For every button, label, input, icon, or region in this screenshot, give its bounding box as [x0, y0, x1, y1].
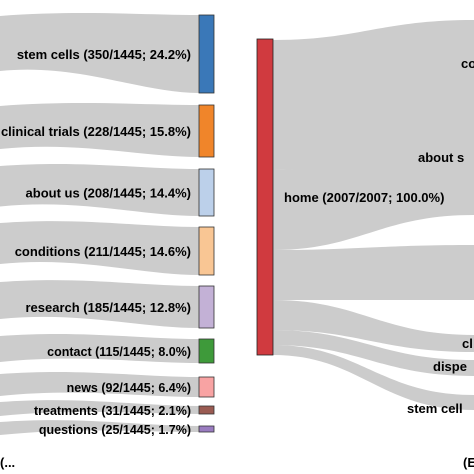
left-node-bar [198, 104, 215, 158]
links-left [0, 13, 199, 435]
right-label-1: co [461, 56, 474, 71]
left-node-label: research (185/1445; 12.8%) [25, 300, 191, 315]
right-label-3: cl [462, 336, 473, 351]
right-label-5: stem cell [407, 401, 463, 416]
left-node-bar [198, 376, 215, 398]
left-node-bar [198, 285, 215, 329]
left-node-label: treatments (31/1445; 2.1%) [34, 404, 191, 418]
left-node-bar [198, 425, 215, 433]
left-link-band [0, 371, 199, 397]
right-link-band [273, 345, 474, 410]
left-node-label: contact (115/1445; 8.0%) [47, 345, 191, 359]
left-link-band [0, 333, 199, 363]
links-right [273, 20, 474, 410]
left-link-band [0, 163, 199, 216]
left-node-bar [198, 226, 215, 276]
center-node-label: home (2007/2007; 100.0%) [284, 190, 444, 205]
footer-right-label: (E [463, 455, 474, 470]
right-label-4: dispe [433, 359, 467, 374]
left-node-bar [198, 405, 215, 415]
left-link-band [0, 400, 199, 416]
left-node-label: questions (25/1445; 1.7%) [39, 423, 191, 437]
left-link-band [0, 280, 199, 328]
left-node-label: conditions (211/1445; 14.6%) [15, 244, 191, 259]
left-node-label: clinical trials (228/1445; 15.8%) [1, 124, 191, 139]
left-node-label: about us (208/1445; 14.4%) [26, 186, 191, 201]
footer-left-label: (... [0, 455, 15, 470]
right-link-band [273, 120, 474, 250]
left-node-bar [198, 14, 215, 94]
left-node-label: news (92/1445; 6.4%) [67, 381, 191, 395]
right-link-band [273, 300, 474, 352]
left-link-band [0, 13, 199, 93]
right-label-2: about s [418, 150, 464, 165]
left-node-label: stem cells (350/1445; 24.2%) [17, 47, 191, 62]
left-node-bar [198, 168, 215, 217]
left-link-band [0, 221, 199, 275]
left-link-band [0, 103, 199, 157]
left-link-band [0, 420, 199, 435]
left-node-bar [198, 338, 215, 364]
right-link-band [273, 245, 474, 300]
right-link-band [273, 330, 474, 376]
center-node-bar [256, 38, 274, 356]
left-nodes: stem cells (350/1445; 24.2%) clinical tri… [1, 14, 215, 437]
